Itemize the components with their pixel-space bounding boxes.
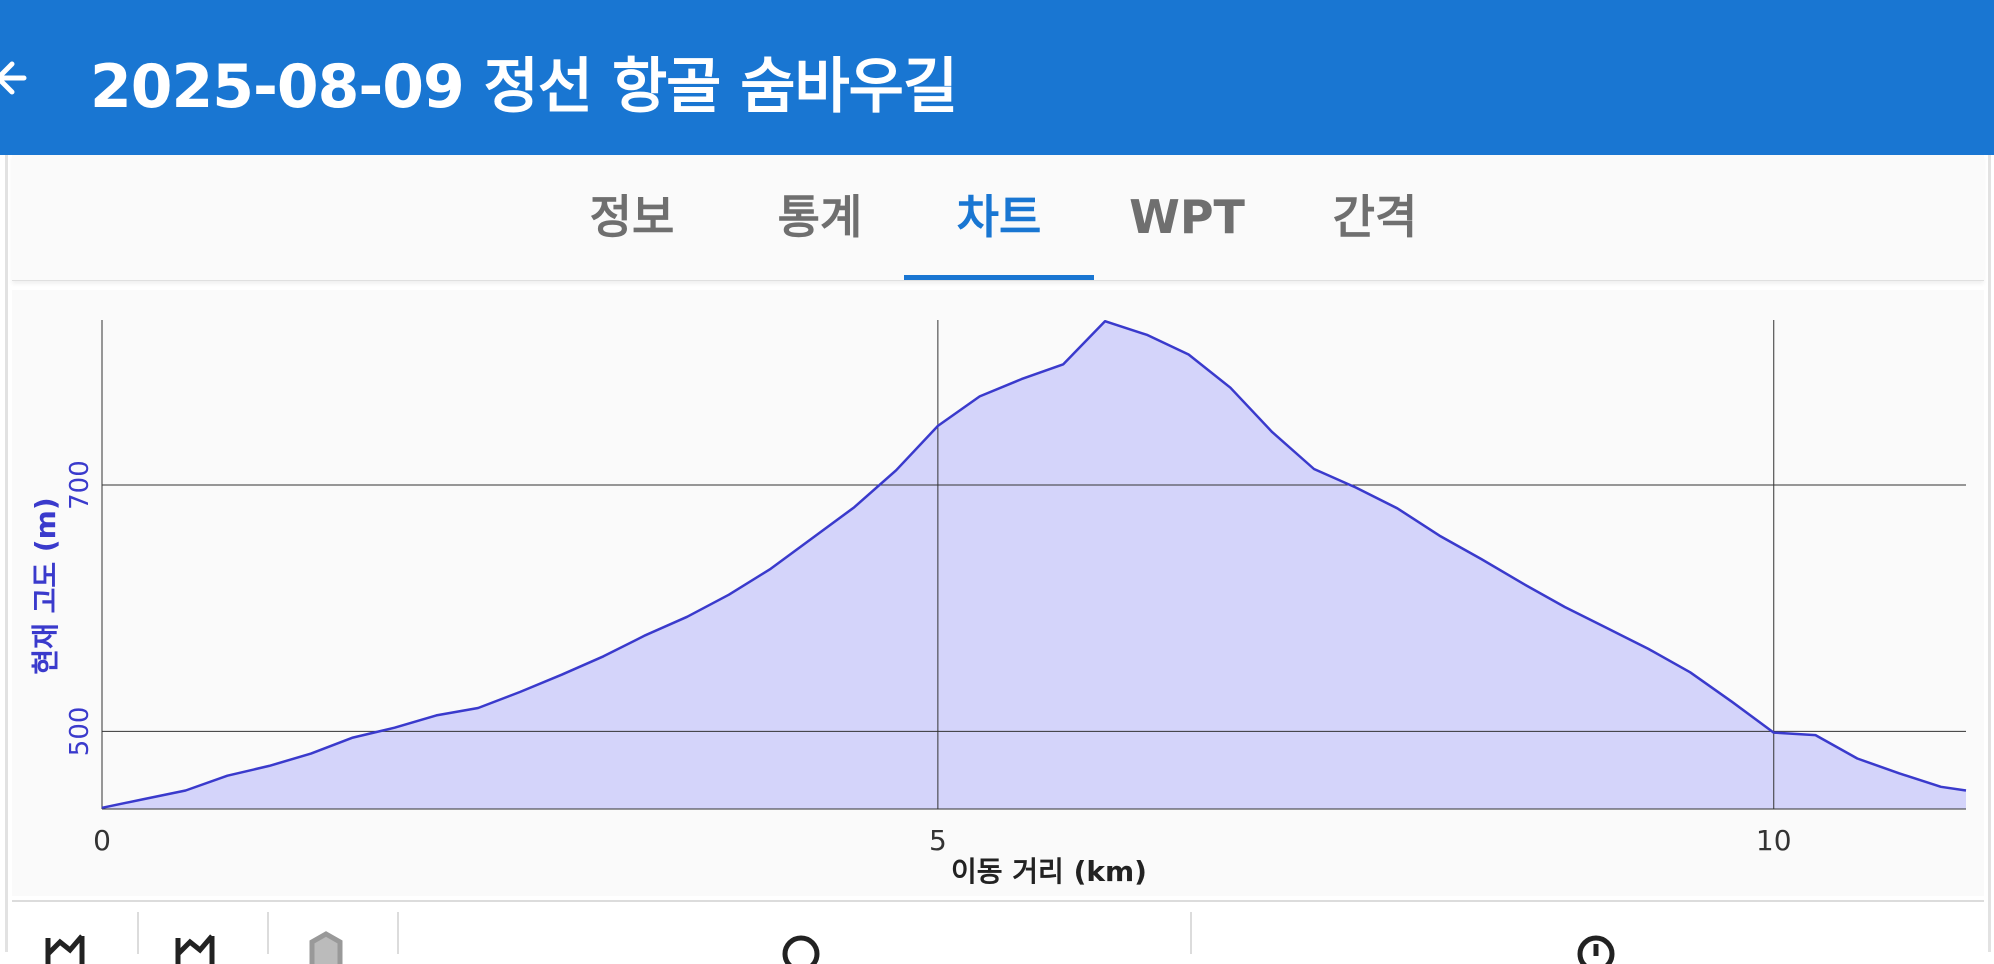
- tab-interval[interactable]: 간격: [1332, 190, 1418, 244]
- x-tick-label: 0: [93, 824, 111, 857]
- x-tick-label: 10: [1756, 824, 1792, 857]
- frame-border-right: [1988, 155, 1991, 952]
- tab-wpt[interactable]: WPT: [1129, 190, 1245, 244]
- app-bar: 2025-08-09 정선 항골 숨바우길: [0, 0, 1994, 155]
- chart-view-icon[interactable]: [42, 924, 112, 964]
- zoom-icon[interactable]: [767, 924, 837, 964]
- x-axis-title: 이동 거리 (km): [951, 855, 1147, 888]
- elevation-area: [102, 321, 1966, 809]
- y-tick-label: 700: [65, 460, 95, 510]
- y-axis-title: 현재 고도 (m): [29, 497, 62, 674]
- toolbar-divider: [1190, 912, 1192, 954]
- toolbar-divider: [397, 912, 399, 954]
- page-title: 2025-08-09 정선 항골 숨바우길: [90, 52, 958, 122]
- tab-info[interactable]: 정보: [589, 190, 675, 244]
- info-icon[interactable]: [1562, 924, 1632, 964]
- x-tick-label: 5: [929, 824, 947, 857]
- elevation-chart[interactable]: 500 700 0 5 10 이동 거리 (km) 현재 고도 (m): [12, 290, 1984, 896]
- chart-view-alt-icon[interactable]: [172, 924, 242, 964]
- bottom-toolbar: [12, 900, 1984, 964]
- toolbar-divider: [137, 912, 139, 954]
- map-icon[interactable]: [302, 924, 372, 964]
- frame-border-left: [5, 155, 8, 952]
- elevation-chart-panel: 500 700 0 5 10 이동 거리 (km) 현재 고도 (m): [12, 290, 1984, 896]
- toolbar-divider: [267, 912, 269, 954]
- elevation-line: [101, 319, 1967, 810]
- tab-stats[interactable]: 통계: [777, 190, 863, 244]
- arrow-back-icon[interactable]: [0, 52, 34, 104]
- tab-bar: 정보 통계 차트 WPT 간격: [12, 155, 1984, 281]
- tab-chart[interactable]: 차트: [904, 155, 1094, 280]
- y-tick-label: 500: [65, 707, 95, 757]
